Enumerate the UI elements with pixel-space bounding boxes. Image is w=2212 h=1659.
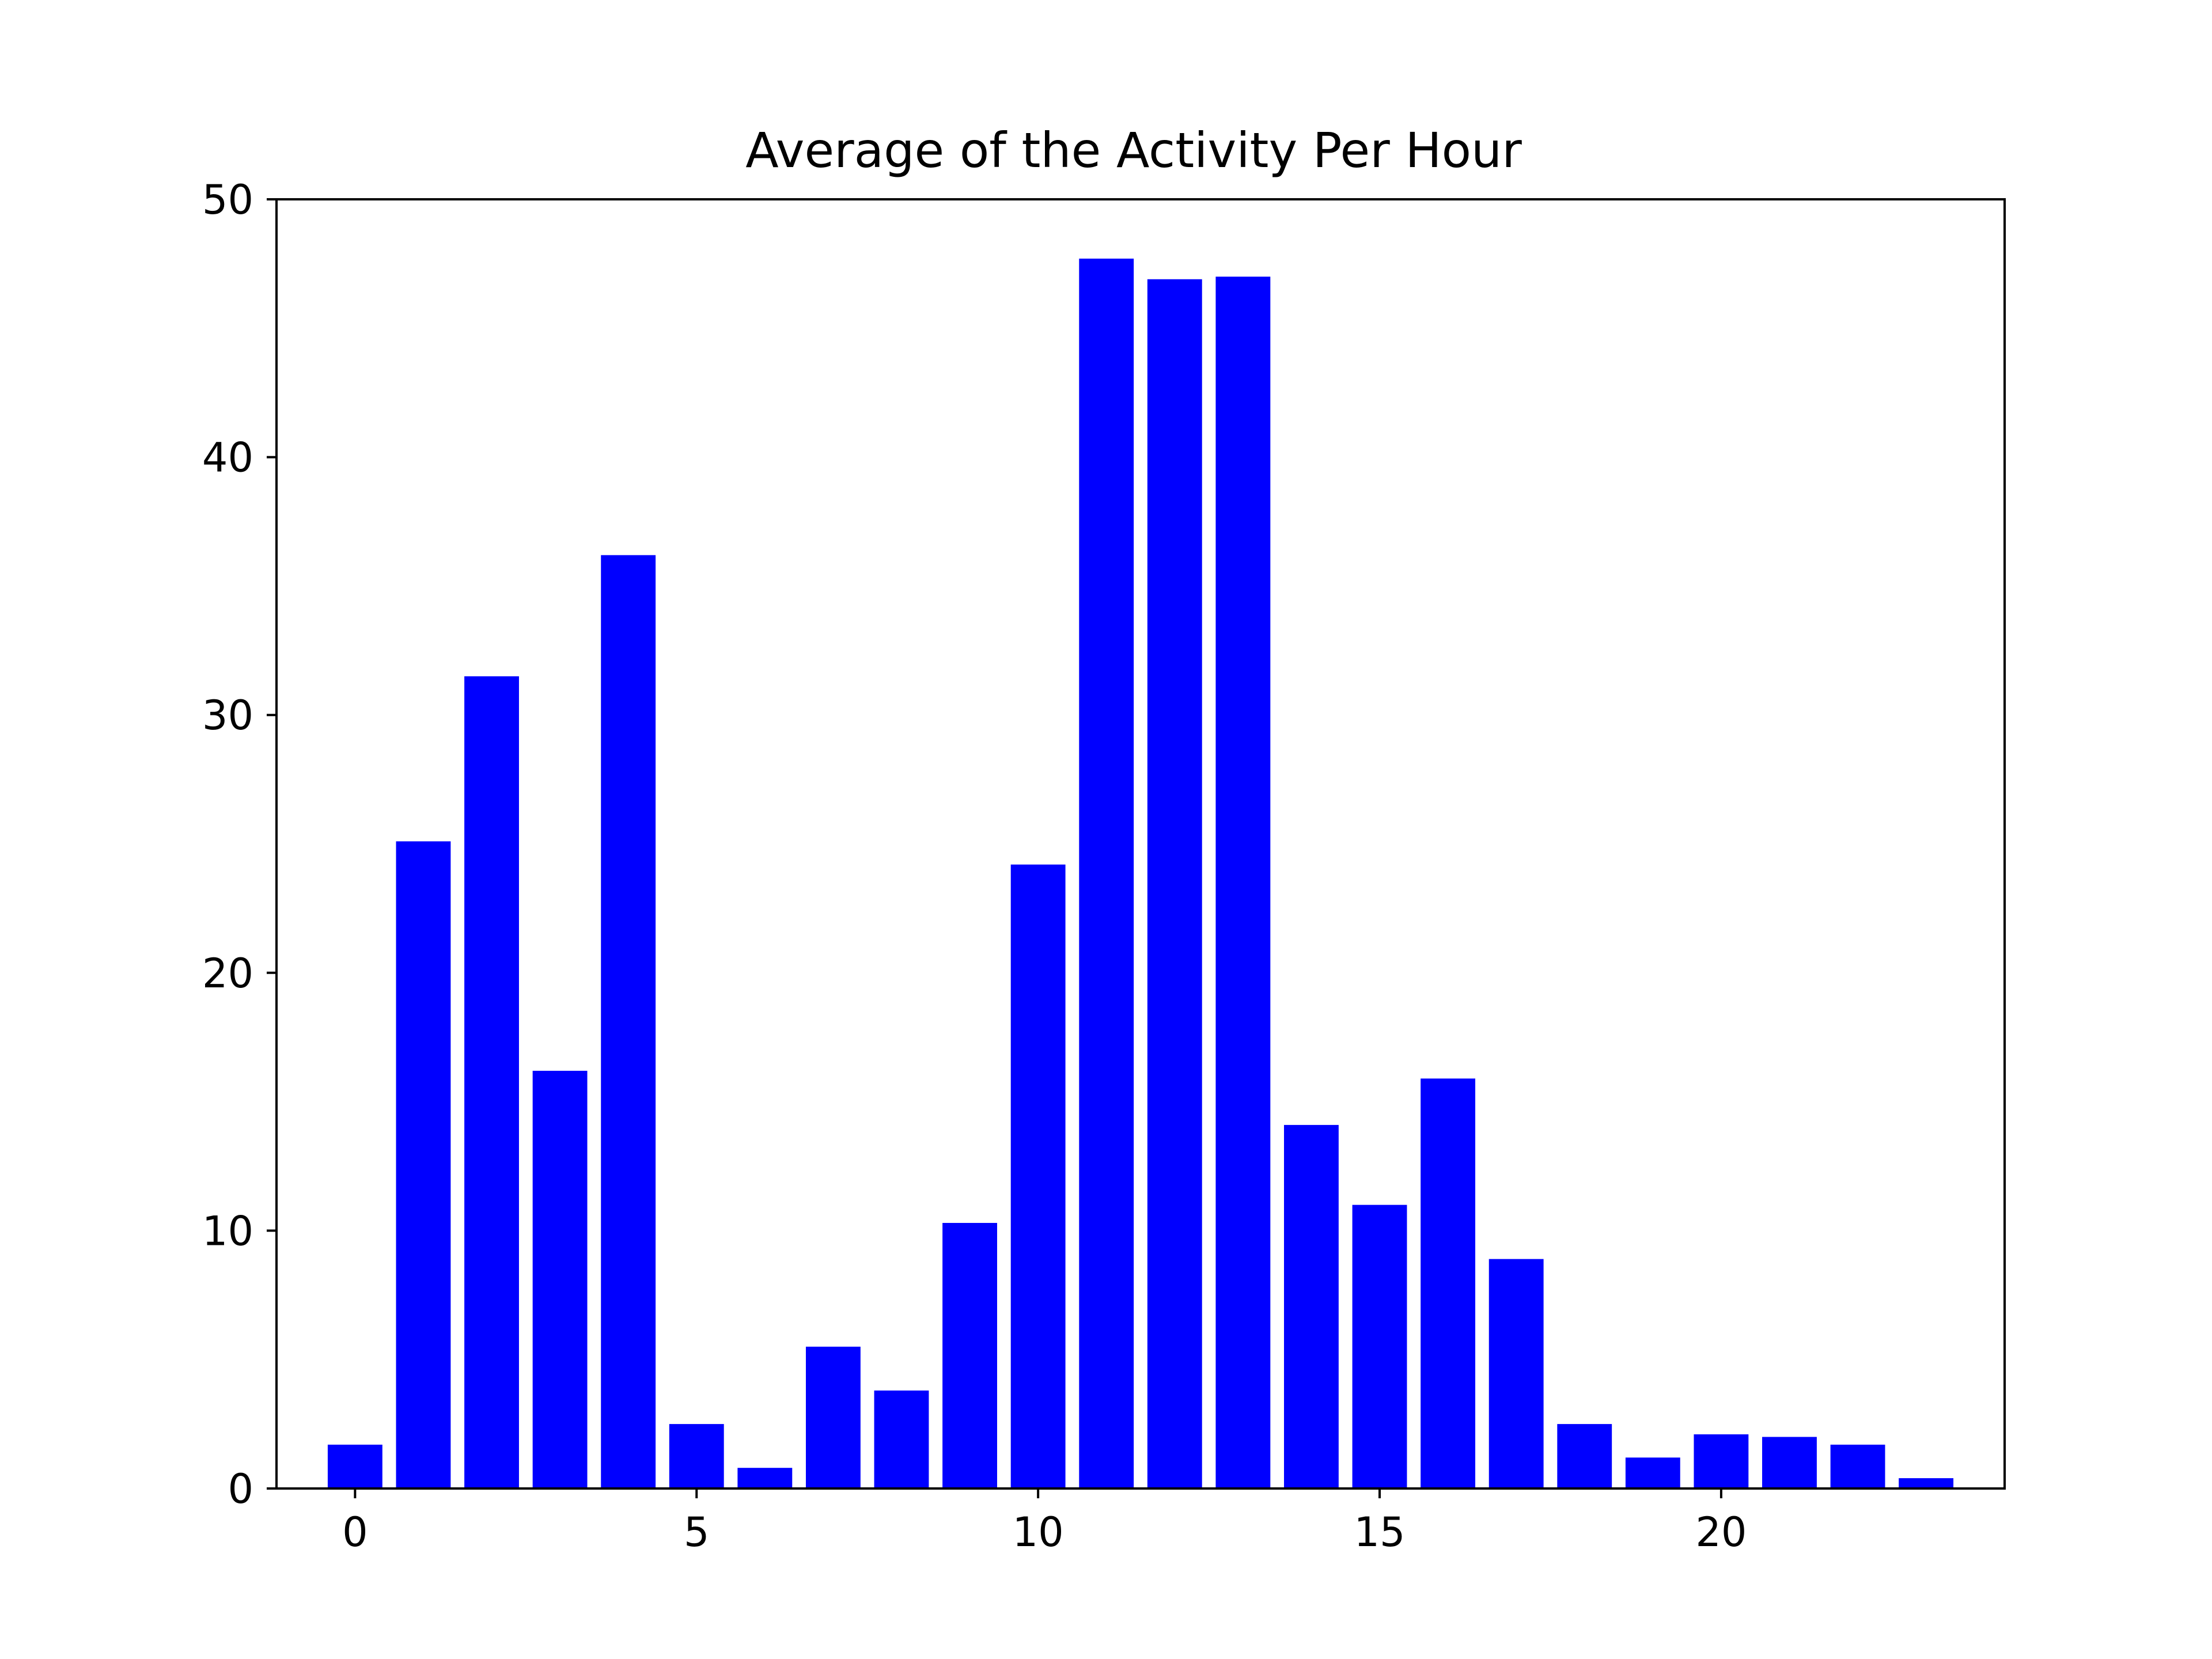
chart-title: Average of the Activity Per Hour xyxy=(745,122,1522,179)
bar-hour-20 xyxy=(1694,1434,1749,1488)
y-tick-label: 20 xyxy=(202,950,253,997)
bar-hour-5 xyxy=(669,1424,724,1488)
bar-hour-21 xyxy=(1762,1437,1817,1488)
y-axis: 0 10 20 30 40 50 xyxy=(202,176,276,1513)
bar-hour-0 xyxy=(327,1444,382,1488)
bar-hour-4 xyxy=(601,555,656,1488)
bar-hour-10 xyxy=(1010,864,1066,1488)
bar-hour-8 xyxy=(874,1390,929,1488)
bar-hour-18 xyxy=(1557,1424,1612,1488)
bar-hour-19 xyxy=(1625,1457,1680,1488)
bar-hour-15 xyxy=(1352,1205,1407,1488)
bar-hour-17 xyxy=(1488,1259,1544,1488)
bar-hour-13 xyxy=(1215,276,1271,1488)
bar-hour-1 xyxy=(396,841,451,1488)
bar-hour-9 xyxy=(942,1222,997,1488)
y-tick-label: 30 xyxy=(202,692,253,739)
bar-hour-23 xyxy=(1899,1478,1954,1488)
bar-hour-16 xyxy=(1421,1078,1476,1488)
bar-hour-7 xyxy=(805,1346,861,1488)
bar-hour-11 xyxy=(1079,258,1134,1488)
plot-frame xyxy=(275,198,2006,1490)
y-tick-label: 50 xyxy=(202,176,253,224)
x-axis: 0 5 10 15 20 xyxy=(342,1488,1747,1556)
x-tick-label: 10 xyxy=(1013,1509,1064,1556)
bar-hour-2 xyxy=(464,676,519,1488)
y-tick-label: 0 xyxy=(228,1465,253,1513)
x-tick-label: 15 xyxy=(1354,1509,1405,1556)
x-tick-label: 5 xyxy=(684,1509,710,1556)
x-tick-label: 20 xyxy=(1695,1509,1747,1556)
bars-group xyxy=(327,258,1954,1488)
bar-hour-3 xyxy=(532,1070,588,1488)
bar-hour-22 xyxy=(1830,1444,1885,1488)
x-tick-label: 0 xyxy=(342,1509,368,1556)
y-tick-label: 40 xyxy=(202,434,253,482)
y-tick-label: 10 xyxy=(202,1207,253,1255)
bar-hour-14 xyxy=(1284,1124,1339,1488)
bar-hour-6 xyxy=(737,1468,793,1488)
bar-hour-12 xyxy=(1147,279,1202,1488)
